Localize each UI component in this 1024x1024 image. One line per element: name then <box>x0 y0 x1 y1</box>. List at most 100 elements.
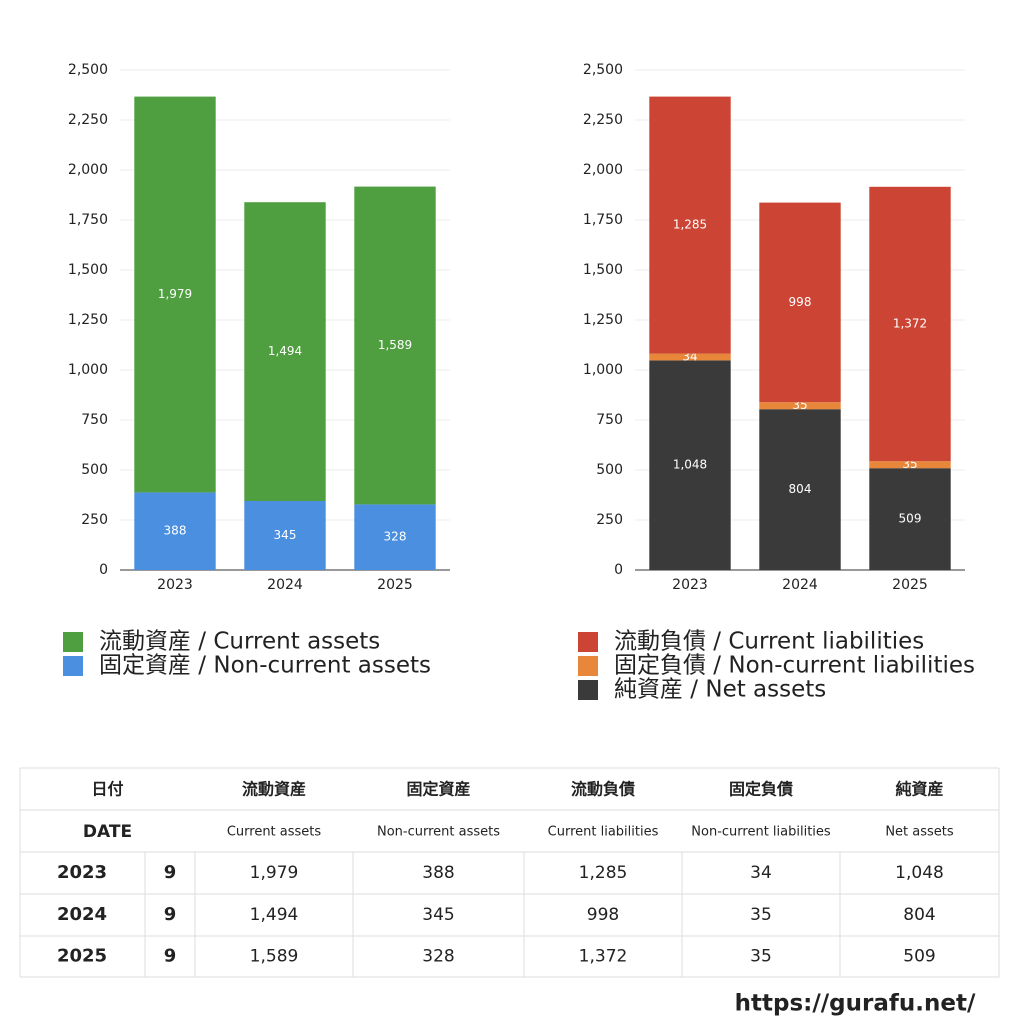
y-tick-label: 1,000 <box>583 362 623 378</box>
value-label: 1,285 <box>673 218 707 232</box>
table-subheader: Net assets <box>885 825 954 840</box>
table-header: 純資産 <box>895 780 943 799</box>
value-label: 509 <box>899 512 922 526</box>
table-cell: 1,285 <box>579 863 628 883</box>
y-tick-label: 2,250 <box>68 112 108 128</box>
y-tick-label: 2,000 <box>583 162 623 178</box>
bar-segment <box>134 492 216 570</box>
y-tick-label: 1,000 <box>68 362 108 378</box>
y-tick-label: 2,000 <box>68 162 108 178</box>
bar-segment <box>869 461 951 469</box>
y-tick-label: 500 <box>81 462 108 478</box>
table-cell: 35 <box>750 905 772 925</box>
value-label: 1,979 <box>158 287 192 301</box>
y-tick-label: 2,500 <box>68 62 108 78</box>
table-cell: 1,589 <box>250 947 299 967</box>
bar-segment <box>244 202 326 501</box>
table-cell: 2025 <box>57 946 107 967</box>
y-tick-label: 250 <box>596 512 623 528</box>
footer-url: https://gurafu.net/ <box>735 991 976 1017</box>
bar-segment <box>649 353 731 361</box>
x-tick-label: 2025 <box>377 577 413 593</box>
value-label: 1,048 <box>673 458 707 472</box>
y-tick-label: 1,250 <box>583 312 623 328</box>
table-subheader: Current assets <box>227 825 322 840</box>
table-cell: 998 <box>587 905 619 925</box>
table-subheader: DATE <box>83 822 132 842</box>
table-cell: 1,494 <box>250 905 299 925</box>
y-tick-label: 1,500 <box>68 262 108 278</box>
y-tick-label: 1,250 <box>68 312 108 328</box>
table-cell: 9 <box>164 862 177 883</box>
y-tick-label: 1,750 <box>583 212 623 228</box>
legend-label: 純資産 / Net assets <box>614 677 826 703</box>
y-tick-label: 2,500 <box>583 62 623 78</box>
table-cell: 509 <box>903 947 935 967</box>
bar-segment <box>134 96 216 493</box>
table-cell: 9 <box>164 904 177 925</box>
value-label: 1,589 <box>378 338 412 352</box>
value-label: 998 <box>789 295 812 309</box>
table-cell: 388 <box>422 863 454 883</box>
bar-segment <box>869 186 951 462</box>
y-tick-label: 2,250 <box>583 112 623 128</box>
y-tick-label: 750 <box>596 412 623 428</box>
bar-segment <box>244 501 326 570</box>
table-cell: 804 <box>903 905 935 925</box>
table-header: 固定負債 <box>729 780 793 799</box>
legend-swatch <box>578 632 598 652</box>
value-label: 804 <box>789 482 812 496</box>
y-tick-label: 250 <box>81 512 108 528</box>
table-cell: 1,979 <box>250 863 299 883</box>
x-tick-label: 2024 <box>782 577 818 593</box>
table-header: 流動資産 <box>242 780 306 799</box>
table-cell: 9 <box>164 946 177 967</box>
legend-swatch <box>63 656 83 676</box>
bar-segment <box>759 202 841 403</box>
legend-swatch <box>63 632 83 652</box>
y-tick-label: 1,750 <box>68 212 108 228</box>
x-tick-label: 2023 <box>157 577 193 593</box>
table-cell: 328 <box>422 947 454 967</box>
table-cell: 345 <box>422 905 454 925</box>
y-tick-label: 0 <box>99 562 108 578</box>
bar-segment <box>759 402 841 410</box>
table-header: 固定資産 <box>406 780 470 799</box>
legend-label: 流動資産 / Current assets <box>99 629 380 655</box>
table-cell: 1,048 <box>895 863 944 883</box>
x-tick-label: 2024 <box>267 577 303 593</box>
value-label: 1,494 <box>268 344 302 358</box>
value-label: 1,372 <box>893 317 927 331</box>
x-tick-label: 2025 <box>892 577 928 593</box>
bar-segment <box>354 186 436 505</box>
legend-swatch <box>578 680 598 700</box>
table-cell: 2023 <box>57 862 107 883</box>
bar-segment <box>759 409 841 570</box>
table-cell: 1,372 <box>579 947 628 967</box>
y-tick-label: 750 <box>81 412 108 428</box>
table-header: 流動負債 <box>571 780 635 799</box>
y-tick-label: 1,500 <box>583 262 623 278</box>
value-label: 328 <box>384 530 407 544</box>
value-label: 388 <box>164 524 187 538</box>
y-tick-label: 500 <box>596 462 623 478</box>
table-cell: 2024 <box>57 904 107 925</box>
value-label: 345 <box>274 528 297 542</box>
legend-label: 固定負債 / Non-current liabilities <box>614 653 975 679</box>
bar-segment <box>649 360 731 570</box>
legend-label: 流動負債 / Current liabilities <box>614 629 924 655</box>
bar-segment <box>869 468 951 570</box>
table-header: 日付 <box>91 780 123 799</box>
table-subheader: Current liabilities <box>548 825 659 840</box>
legend-swatch <box>578 656 598 676</box>
table-cell: 34 <box>750 863 772 883</box>
legend-label: 固定資産 / Non-current assets <box>99 653 431 679</box>
bar-segment <box>354 504 436 570</box>
bar-segment <box>649 96 731 354</box>
table-subheader: Non-current assets <box>377 825 500 840</box>
table-subheader: Non-current liabilities <box>691 825 831 840</box>
x-tick-label: 2023 <box>672 577 708 593</box>
y-tick-label: 0 <box>614 562 623 578</box>
table-cell: 35 <box>750 947 772 967</box>
